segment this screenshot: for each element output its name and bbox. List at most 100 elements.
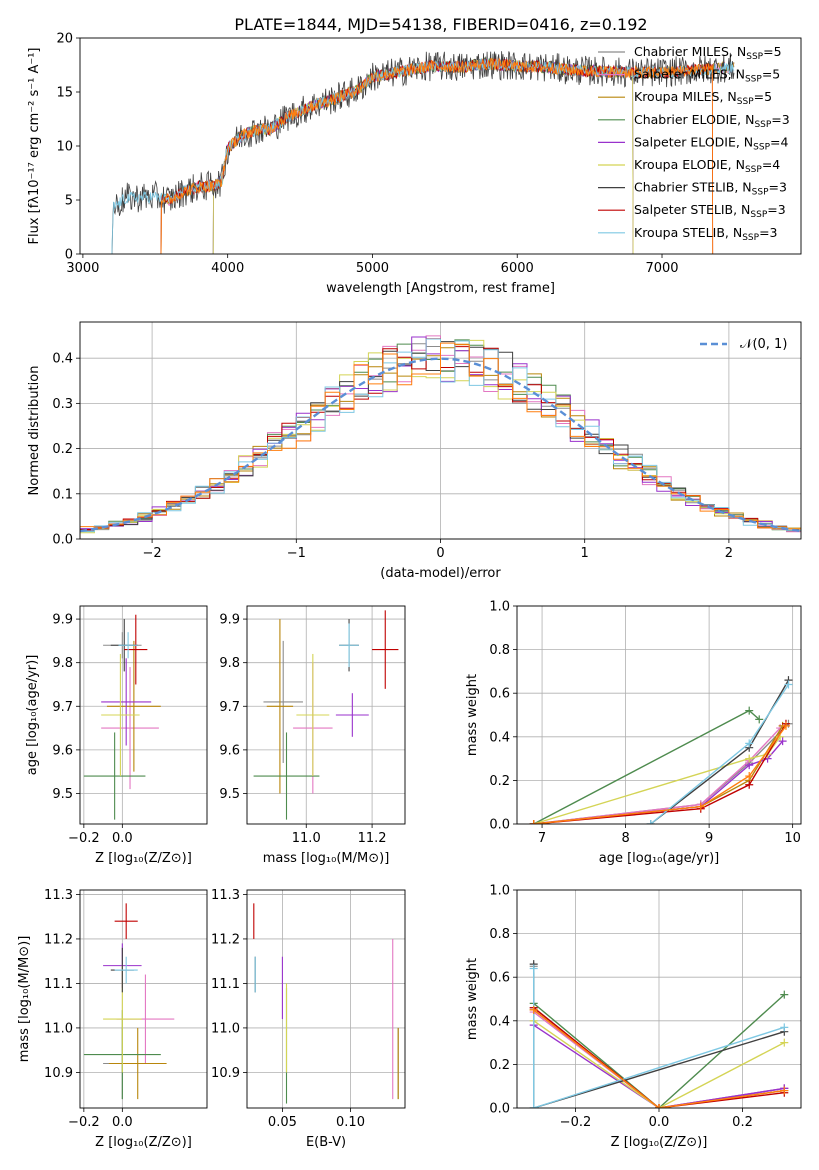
x-tick-label: 0.10 xyxy=(336,1115,365,1130)
y-axis-label: Flux [fλ10⁻¹⁷ erg cm⁻² s⁻¹ A⁻¹] xyxy=(27,48,42,245)
x-tick-label: 7 xyxy=(538,831,546,846)
legend-entry: Salpeter ELODIE, NSSP=4 xyxy=(634,134,789,152)
x-tick-label: −0.2 xyxy=(560,1115,592,1130)
y-tick-label: 0.2 xyxy=(489,1058,510,1073)
axes-frame xyxy=(516,605,802,825)
plot-area xyxy=(83,903,175,1100)
weight-line xyxy=(533,723,787,824)
legend-entry: 𝒩(0, 1) xyxy=(740,337,787,352)
y-tick-label: 11.0 xyxy=(44,1021,73,1036)
weight-marker xyxy=(655,1104,663,1108)
y-tick-label: 9.5 xyxy=(52,787,73,802)
panel-mass_vs_Z: −0.2 0.0 10.9 11.0 11.1 11.2 11.3 Z [log₁₀(Z/Z⊙… xyxy=(17,888,208,1150)
weight-marker xyxy=(780,1038,789,1047)
panel-residuals: −2 −1 0 1 2 0.0 0.1 0.2 0.3 0.4 (data-model)/error… xyxy=(27,321,802,581)
y-tick-label: 0.4 xyxy=(52,352,73,367)
x-axis-label: Z [log₁₀(Z/Z⊙)] xyxy=(95,851,192,866)
axes-frame xyxy=(79,889,208,1109)
x-axis-label: age [log₁₀(age/yr)] xyxy=(599,851,720,866)
y-tick-label: 0.1 xyxy=(52,487,73,502)
weight-line xyxy=(533,727,781,824)
plot-area xyxy=(529,960,789,1108)
legend-entry: Salpeter MILES, NSSP=5 xyxy=(634,67,780,85)
x-tick-label: 9 xyxy=(705,831,713,846)
x-tick-label: 4000 xyxy=(211,261,244,276)
x-tick-label: 0.05 xyxy=(268,1115,297,1130)
axes-frame xyxy=(79,605,208,825)
weight-marker xyxy=(778,737,787,746)
x-tick-label: 0.0 xyxy=(649,1115,670,1130)
y-tick-label: 10.9 xyxy=(211,1066,240,1081)
y-tick-label: 0.0 xyxy=(489,1102,510,1117)
y-tick-label: 15 xyxy=(56,86,73,101)
weight-marker xyxy=(745,706,754,715)
y-tick-label: 0.4 xyxy=(489,1014,510,1029)
panel-age_vs_Z: −0.2 0.0 9.5 9.6 9.7 9.8 9.9 Z [log₁₀(Z/Z⊙)] age… xyxy=(25,605,208,866)
x-tick-label: 0.0 xyxy=(112,831,133,846)
weight-line xyxy=(533,968,785,1108)
weight-line xyxy=(533,725,787,824)
weight-marker xyxy=(781,721,790,730)
x-axis-label: mass [log₁₀(M/M⊙)] xyxy=(263,851,390,866)
y-tick-label: 11.2 xyxy=(211,932,240,947)
x-tick-label: −0.2 xyxy=(68,831,100,846)
weight-marker xyxy=(529,964,538,973)
x-axis-label: E(B-V) xyxy=(306,1135,346,1150)
y-tick-label: 0.8 xyxy=(489,643,510,658)
x-tick-label: 0.0 xyxy=(112,1115,133,1130)
y-tick-label: 0.4 xyxy=(489,730,510,745)
panel-weight_vs_Z: −0.2 0.0 0.2 0.0 0.2 0.4 0.6 0.8 1.0 Z [log₁₀(Z/Z… xyxy=(465,884,802,1150)
y-tick-label: 11.1 xyxy=(44,977,73,992)
y-tick-label: 9.9 xyxy=(219,613,240,628)
x-tick-label: 2 xyxy=(725,546,733,561)
weight-marker xyxy=(696,802,705,811)
x-tick-label: 7000 xyxy=(645,261,678,276)
spectrum-line xyxy=(160,57,714,254)
y-tick-label: 0.0 xyxy=(489,818,510,833)
weight-line xyxy=(533,736,781,824)
weight-marker xyxy=(745,772,754,781)
weight-marker xyxy=(780,1023,789,1032)
x-tick-label: 6000 xyxy=(501,261,534,276)
plot-area xyxy=(529,676,793,824)
y-tick-label: 10.9 xyxy=(44,1066,73,1081)
x-axis-label: (data-model)/error xyxy=(380,566,501,581)
x-tick-label: 8 xyxy=(621,831,629,846)
weight-line xyxy=(533,709,760,824)
normal-curve xyxy=(80,357,801,533)
y-tick-label: 9.8 xyxy=(52,656,73,671)
weight-line xyxy=(533,994,785,1108)
weight-line xyxy=(533,1020,785,1108)
plot-area xyxy=(253,610,399,820)
legend-entry: Salpeter STELIB, NSSP=3 xyxy=(634,202,786,220)
panel-mass_vs_EBV: 0.05 0.10 10.9 11.0 11.1 11.2 11.3 E(B-V) xyxy=(211,888,406,1150)
legend: Chabrier MILES, NSSP=5 Salpeter MILES, NS… xyxy=(598,44,790,243)
y-axis-label: mass [log₁₀(M/M⊙)] xyxy=(17,936,32,1063)
spectrum-line xyxy=(212,57,634,254)
weight-marker xyxy=(529,1005,538,1014)
weight-marker xyxy=(780,990,789,999)
weight-marker xyxy=(646,820,655,824)
y-tick-label: 0.8 xyxy=(489,927,510,942)
legend-entry: Kroupa STELIB, NSSP=3 xyxy=(634,225,778,243)
x-tick-label: −0.2 xyxy=(68,1115,100,1130)
weight-line xyxy=(533,1009,785,1108)
y-tick-label: 0.2 xyxy=(489,774,510,789)
panel-weight_vs_age: 7 8 9 10 0.0 0.2 0.4 0.6 0.8 1.0 age [log₁₀(age/yr… xyxy=(465,600,802,866)
legend-entry: Kroupa ELODIE, NSSP=4 xyxy=(634,157,780,175)
spectrum-line xyxy=(160,58,714,254)
y-axis-label: mass weight xyxy=(465,958,480,1040)
y-tick-label: 11.0 xyxy=(211,1021,240,1036)
y-tick-label: 0.3 xyxy=(52,397,73,412)
weight-line xyxy=(533,1007,785,1108)
legend-entry: Chabrier MILES, NSSP=5 xyxy=(634,44,782,62)
y-tick-label: 9.5 xyxy=(219,787,240,802)
y-tick-label: 0.6 xyxy=(489,971,510,986)
x-tick-label: 3000 xyxy=(66,261,99,276)
weight-marker xyxy=(784,680,793,689)
y-tick-label: 11.3 xyxy=(211,888,240,903)
y-tick-label: 11.1 xyxy=(211,977,240,992)
figure-title: PLATE=1844, MJD=54138, FIBERID=0416, z=0… xyxy=(234,15,647,34)
x-tick-label: 11.0 xyxy=(292,831,321,846)
